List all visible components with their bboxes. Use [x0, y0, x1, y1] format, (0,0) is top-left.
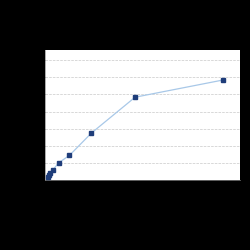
X-axis label: Mouse BMX Non Receptor Tyrosine Kinase
Concentration (ng/ml): Mouse BMX Non Receptor Tyrosine Kinase C…	[76, 192, 208, 203]
Y-axis label: OD: OD	[22, 110, 28, 120]
